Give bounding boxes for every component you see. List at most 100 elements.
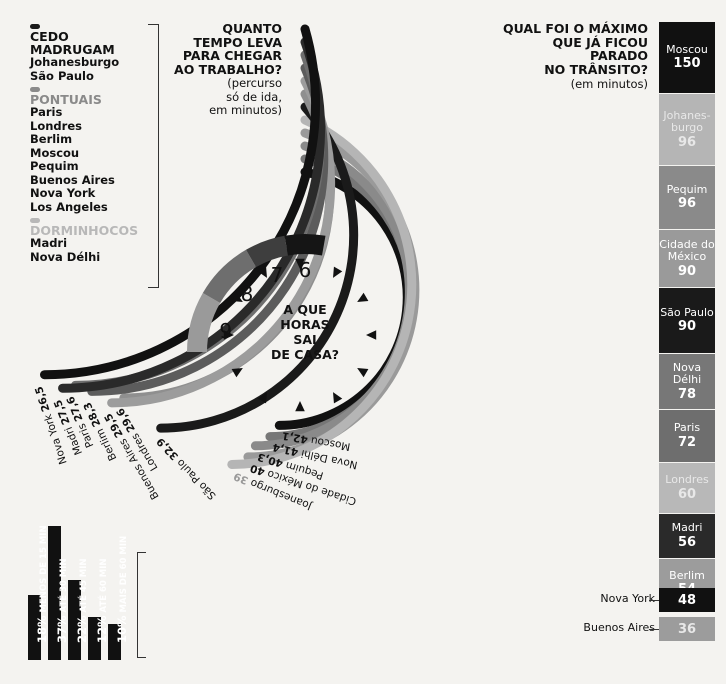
max-traffic-city: Berlim — [669, 568, 705, 582]
duration-percent: 22% — [74, 615, 89, 643]
max-traffic-value: 96 — [677, 134, 697, 150]
legend-swatch — [30, 24, 40, 29]
departure-hour-segment — [202, 249, 256, 303]
duration-bar: 12% ATÉ 60 MIN — [88, 558, 109, 660]
legend-city: Nova York — [30, 186, 96, 200]
commute-title-line: QUANTO — [222, 21, 282, 36]
max-traffic-value: 56 — [677, 534, 697, 550]
leader-line — [649, 629, 659, 630]
max-traffic-value: 96 — [677, 196, 697, 212]
departure-hour-segment — [246, 235, 288, 268]
departure-question-line: HORAS — [280, 317, 330, 332]
legend-heading: PONTUAIS — [30, 92, 102, 107]
max-traffic-city: Nova Délhi — [672, 360, 702, 386]
max-traffic-box: Moscou 150 — [659, 22, 715, 94]
duration-bar-label: 22% ATÉ 45 MIN — [75, 558, 89, 643]
commute-value: 42,1 — [281, 429, 309, 445]
max-title-line: QUE JÁ FICOU — [552, 34, 648, 50]
commute-arc — [39, 24, 320, 380]
max-traffic-box: Pequim 96 — [659, 166, 715, 230]
dial-triangle-marker — [295, 258, 305, 269]
max-traffic-city: Pequim — [666, 182, 708, 196]
legend-city: Buenos Aires — [30, 172, 115, 187]
legend-city: Londres — [30, 118, 82, 133]
legend-swatch — [30, 87, 40, 92]
legend-swatch — [30, 218, 40, 223]
dial-triangle-marker — [223, 330, 234, 340]
legend-city: Paris — [30, 105, 63, 119]
max-traffic-city: São Paulo — [660, 305, 714, 319]
commute-subtitle-line: (percurso — [227, 76, 282, 90]
max-traffic-city: Nova York — [600, 592, 655, 605]
commute-value: 41,4 — [272, 441, 300, 458]
legend-group: CEDO MADRUGAM Johanesburgo São Paulo — [30, 24, 170, 83]
duration-category: MAIS DE 60 MIN — [118, 535, 129, 613]
legend-city: Johanesburgo — [30, 55, 120, 69]
legend-group: PONTUAIS Paris Londres Berlim Moscou Pequim Bu… — [30, 87, 170, 214]
duration-percent: 37% — [54, 615, 69, 643]
commute-title: QUANTO TEMPO LEVA PARA CHEGAR AO TRABALH… — [160, 22, 282, 118]
legend-heading: MADRUGAM — [30, 42, 115, 57]
commute-title-line: PARA CHEGAR — [182, 48, 282, 63]
max-traffic-city: Cidade do México — [659, 237, 715, 263]
legend-group: DORMINHOCOS Madri Nova Délhi — [30, 218, 170, 264]
dial-triangle-marker — [357, 292, 369, 302]
commute-value: 32,9 — [154, 435, 181, 462]
duration-bar-label: 12% ATÉ 60 MIN — [95, 558, 109, 643]
departure-hour-segment — [284, 234, 326, 256]
departure-question: A QUE HORAS SAI DE CASA? — [258, 302, 352, 362]
max-traffic-city: Madri — [671, 521, 703, 535]
legend-city: Moscou — [30, 145, 80, 160]
legend-city: Los Angeles — [30, 199, 108, 214]
commute-arc-label: São Paulo 32,9 — [154, 435, 218, 502]
max-traffic-box: 36 — [659, 617, 715, 642]
dial-triangle-marker — [333, 392, 343, 404]
legend-city: São Paulo — [30, 68, 94, 83]
leader-line — [649, 600, 659, 601]
dial-triangle-marker — [257, 392, 267, 404]
dial-triangle-marker — [357, 368, 369, 378]
duration-bar-label: 37% ATÉ 30 MIN — [55, 558, 69, 643]
duration-percent: 10% — [114, 615, 129, 643]
max-traffic-city: Londres — [665, 473, 709, 487]
commute-arc — [58, 37, 326, 393]
duration-category: ATÉ 30 MIN — [58, 558, 69, 613]
max-traffic-value: 72 — [677, 434, 697, 450]
max-traffic-box: Londres 60 — [659, 463, 715, 514]
legend-heading: DORMINHOCOS — [30, 223, 139, 238]
legend-city: Nova Délhi — [30, 249, 101, 264]
duration-bar: 22% ATÉ 45 MIN — [68, 558, 89, 660]
departure-question-line: A QUE — [283, 302, 327, 317]
duration-bracket — [137, 552, 146, 658]
commute-arc — [227, 115, 417, 469]
legend-city: Berlim — [30, 132, 73, 146]
departure-hour-segment — [187, 293, 221, 352]
legend: CEDO MADRUGAM Johanesburgo São Paulo PONTUAI… — [30, 20, 170, 268]
max-traffic-city: Buenos Aires — [583, 621, 655, 634]
duration-bar-label: 10% MAIS DE 60 MIN — [115, 536, 129, 643]
max-title-line: NO TRÂNSITO? — [544, 61, 648, 77]
max-traffic-city: Johanes-burgo — [663, 108, 711, 134]
max-traffic-value: 60 — [677, 486, 697, 502]
commute-value: 26,5 — [33, 385, 52, 413]
max-subtitle: (em minutos) — [570, 77, 648, 91]
departure-hour-label: 9 — [219, 319, 232, 343]
duration-category: ATÉ 60 MIN — [98, 558, 109, 613]
legend-heading: CEDO — [30, 29, 69, 44]
max-traffic-box: Nova Délhi 78 — [659, 354, 715, 410]
max-traffic-box: Madri 56 — [659, 514, 715, 559]
max-traffic-box: Johanes-burgo 96 — [659, 94, 715, 166]
max-traffic-city: Paris — [673, 421, 701, 435]
dial-triangle-marker — [333, 266, 343, 278]
commute-title-line: TEMPO LEVA — [193, 34, 282, 50]
max-traffic-value: 36 — [677, 621, 697, 637]
max-traffic-value: 90 — [677, 319, 697, 335]
departure-question-line: SAI — [293, 332, 317, 347]
commute-arc — [156, 102, 359, 433]
duration-bar: 37% ATÉ 30 MIN — [48, 525, 69, 660]
legend-bracket — [148, 24, 159, 288]
commute-city: São Paulo — [172, 454, 218, 502]
max-traffic-box: Cidade do México 90 — [659, 230, 715, 288]
